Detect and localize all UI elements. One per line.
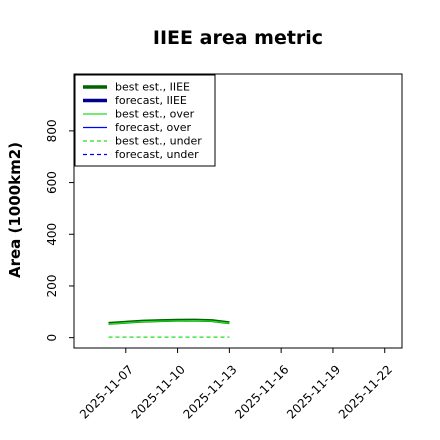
- legend-label: best est., under: [115, 135, 202, 148]
- legend-label: forecast, under: [115, 148, 199, 161]
- x-axis: 2025-11-072025-11-102025-11-132025-11-16…: [77, 348, 395, 422]
- y-axis-label: Area (1000km2): [6, 142, 24, 278]
- series-layer: [108, 318, 230, 338]
- x-tick-label: 2025-11-16: [232, 362, 291, 421]
- y-tick-label: 200: [45, 275, 59, 298]
- x-tick-label: 2025-11-19: [284, 362, 343, 421]
- y-tick-label: 600: [45, 171, 59, 194]
- chart-title: IIEE area metric: [153, 27, 323, 49]
- legend-box: [74, 74, 216, 167]
- plot-area-frame: [73, 73, 403, 349]
- y-axis: 0 200 400 600 800: [45, 119, 74, 341]
- y-tick-label: 0: [45, 334, 59, 342]
- legend-label: best est., IIEE: [115, 81, 190, 94]
- x-tick-label: 2025-11-13: [180, 362, 239, 421]
- y-tick-label: 800: [45, 119, 59, 142]
- legend-label: forecast, over: [115, 121, 191, 134]
- x-tick-label: 2025-11-10: [129, 362, 188, 421]
- series-line-2: [108, 319, 230, 325]
- y-tick-label: 400: [45, 223, 59, 246]
- legend-label: best est., over: [115, 108, 195, 121]
- x-tick-label: 2025-11-07: [77, 362, 136, 421]
- legend-label: forecast, IIEE: [115, 94, 187, 107]
- x-tick-label: 2025-11-22: [336, 362, 395, 421]
